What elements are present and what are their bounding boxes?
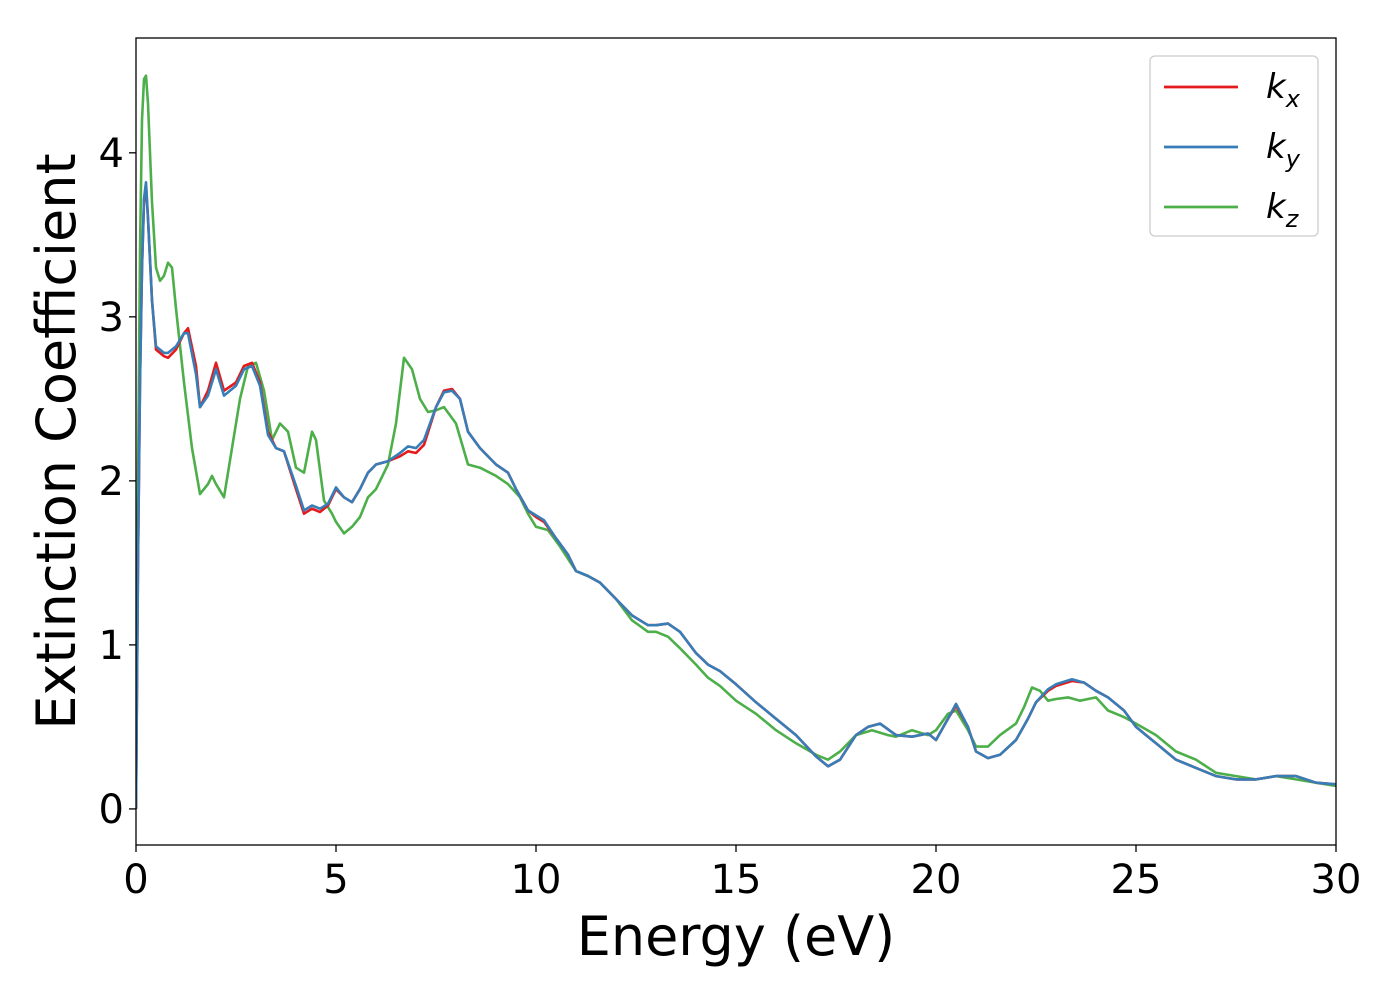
series-line-kz bbox=[136, 74, 1336, 809]
legend-entry-name: k bbox=[1266, 67, 1287, 107]
legend-entry-subscript: y bbox=[1285, 145, 1301, 173]
plot-background bbox=[136, 38, 1336, 845]
legend-entry-subscript: z bbox=[1285, 205, 1300, 233]
x-tick-label: 0 bbox=[123, 857, 148, 903]
x-tick-label: 20 bbox=[911, 857, 962, 903]
legend-entry-kx: kx bbox=[1266, 67, 1301, 113]
legend-entry-name: k bbox=[1266, 127, 1287, 167]
legend-entry-name: k bbox=[1266, 187, 1287, 227]
y-axis-label: Extinction Coefficient bbox=[25, 153, 88, 729]
y-tick-label: 4 bbox=[99, 131, 124, 177]
x-tick-label: 25 bbox=[1111, 857, 1162, 903]
y-tick-label: 1 bbox=[99, 623, 124, 669]
x-tick-label: 5 bbox=[323, 857, 348, 903]
x-axis-label: Energy (eV) bbox=[577, 905, 896, 968]
legend-entry-kz: kz bbox=[1266, 187, 1300, 233]
y-tick-label: 0 bbox=[99, 787, 124, 833]
x-axis-ticks: 0 5 10 15 20 25 30 bbox=[123, 845, 1361, 903]
x-tick-label: 30 bbox=[1311, 857, 1362, 903]
x-tick-label: 15 bbox=[711, 857, 762, 903]
legend-entry-ky: ky bbox=[1266, 127, 1301, 173]
y-tick-label: 3 bbox=[99, 295, 124, 341]
y-tick-label: 2 bbox=[99, 459, 124, 505]
y-axis-ticks: 0 1 2 3 4 bbox=[99, 131, 136, 833]
series-layer bbox=[136, 74, 1336, 809]
x-tick-label: 10 bbox=[511, 857, 562, 903]
legend-entry-subscript: x bbox=[1285, 85, 1301, 113]
series-line-ky bbox=[136, 181, 1336, 809]
